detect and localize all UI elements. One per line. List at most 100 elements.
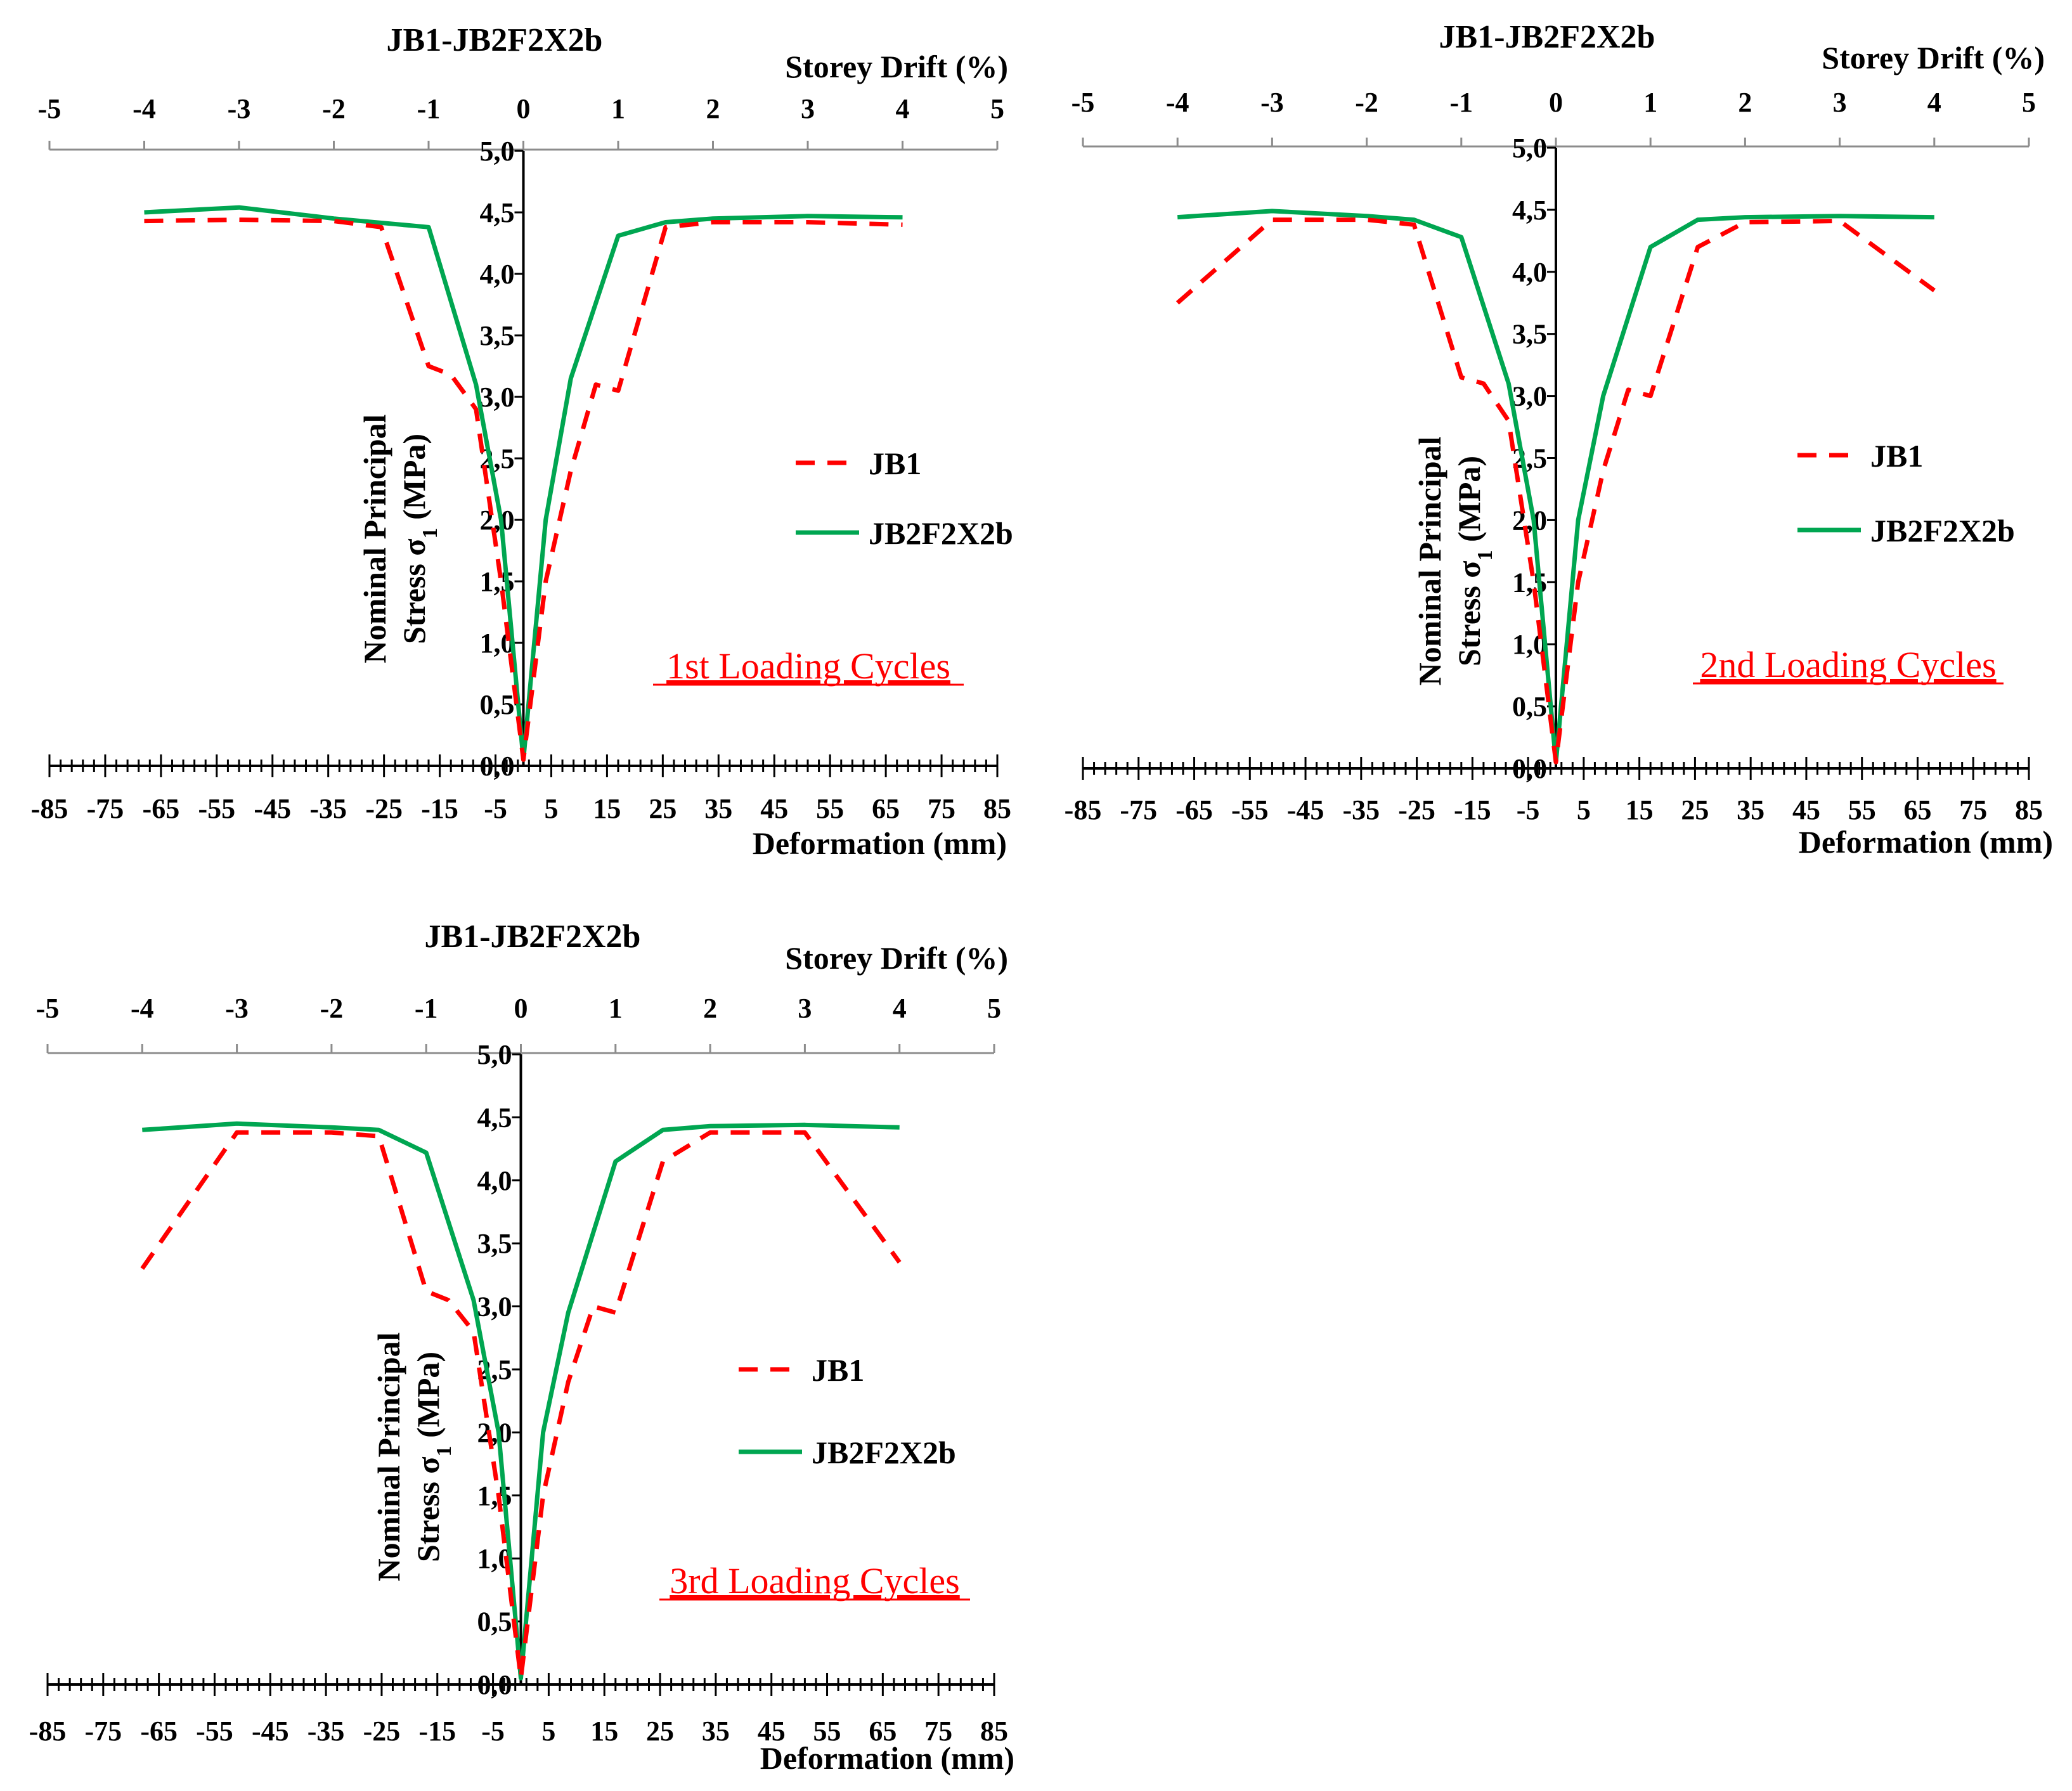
y-tick-label: 3,5 (480, 320, 515, 351)
x-tick-label: 5 (544, 793, 558, 824)
x-tick-label: 35 (702, 1716, 730, 1747)
x-tick-label: 25 (649, 793, 677, 824)
series-line-jb1 (140, 1130, 902, 1681)
x-tick-label: 85 (980, 1716, 1008, 1747)
secondary-x-axis-label: Storey Drift (%) (785, 940, 1008, 976)
y-axis-label-stress: Stress σ (410, 1456, 446, 1562)
x-tick-label: -15 (1454, 794, 1491, 825)
secondary-x-tick-label: -3 (1260, 87, 1284, 118)
secondary-x-tick-label: 2 (706, 93, 720, 124)
x-tick-label: 55 (1848, 794, 1876, 825)
y-axis-label-stress: Stress σ (1451, 560, 1487, 666)
y-axis-label: Nominal Principal Stress σ1 (MPa) (371, 1332, 456, 1581)
y-axis-label-unit: (MPa) (396, 434, 432, 528)
secondary-x-tick-label: -4 (133, 93, 156, 124)
x-tick-label: -45 (252, 1716, 289, 1747)
x-tick-label: -35 (1342, 794, 1380, 825)
x-tick-label: 65 (872, 793, 900, 824)
x-tick-label: 75 (1959, 794, 1987, 825)
x-axis-label: Deformation (mm) (753, 825, 1007, 861)
x-tick-label: 85 (983, 793, 1011, 824)
secondary-x-tick-label: -2 (1355, 87, 1378, 118)
x-tick-label: -55 (198, 793, 235, 824)
y-tick-label: 3,5 (1512, 319, 1547, 350)
x-tick-label: 55 (816, 793, 844, 824)
y-axis-label-subscript: 1 (418, 527, 442, 538)
x-tick-label: -5 (484, 793, 507, 824)
y-tick-label: 0,5 (477, 1607, 512, 1638)
series-line-jb2f2x2b (142, 1121, 900, 1681)
series-line-jb1 (1175, 217, 1936, 765)
y-tick-label: 5,0 (480, 136, 515, 167)
y-tick-label: 3,0 (1512, 381, 1547, 412)
x-tick-label: -25 (365, 793, 403, 824)
x-tick-label: -25 (363, 1716, 401, 1747)
y-axis-label-line-2: Stress σ1 (MPa) (396, 434, 442, 644)
secondary-x-tick-label: 1 (609, 993, 623, 1024)
x-tick-label: 5 (1577, 794, 1591, 825)
x-tick-label: -45 (1287, 794, 1324, 825)
y-tick-label: 3,5 (477, 1228, 512, 1259)
y-tick-label: 4,0 (477, 1165, 512, 1196)
secondary-x-tick-label: 4 (896, 93, 910, 124)
x-tick-label: 75 (924, 1716, 952, 1747)
y-axis-label-line-1: Nominal Principal (371, 1332, 406, 1581)
secondary-x-tick-label: 2 (1738, 87, 1752, 118)
secondary-x-tick-label: 4 (1927, 87, 1941, 118)
x-tick-label: 85 (2015, 794, 2043, 825)
x-tick-label: -65 (1175, 794, 1213, 825)
y-tick-label: 4,5 (1512, 195, 1547, 226)
y-tick-label: 0,0 (1512, 753, 1547, 784)
y-tick-label: 3,0 (477, 1291, 512, 1322)
secondary-x-tick-label: 1 (1643, 87, 1657, 118)
y-axis-label-unit: (MPa) (410, 1352, 446, 1446)
x-tick-label: -75 (1120, 794, 1157, 825)
secondary-x-tick-label: -3 (225, 993, 249, 1024)
x-tick-label: 45 (758, 1716, 786, 1747)
x-axis-label: Deformation (mm) (760, 1740, 1014, 1776)
y-tick-label: 0,0 (477, 1669, 512, 1700)
y-tick-label: 5,0 (477, 1039, 512, 1070)
x-tick-label: 35 (1737, 794, 1764, 825)
loading-cycle-annotation: 2nd Loading Cycles (1700, 644, 1996, 685)
chart-panel-2: JB1-JB2F2X2b Storey Drift (%) -5 -4 -3 -2 -1 0 1… (1065, 19, 2053, 860)
x-tick-label: -65 (143, 793, 180, 824)
secondary-x-tick-label: 4 (893, 993, 907, 1024)
x-tick-label: -15 (421, 793, 458, 824)
legend-label-jb1: JB1 (812, 1352, 864, 1388)
x-tick-label: -75 (84, 1716, 122, 1747)
y-axis-label-unit: (MPa) (1451, 456, 1487, 550)
x-tick-label: 25 (1681, 794, 1709, 825)
legend: JB1 JB2F2X2b (739, 1352, 956, 1470)
legend-label-jb2f2x2b: JB2F2X2b (1870, 513, 2015, 548)
chart-title: JB1-JB2F2X2b (425, 919, 641, 955)
secondary-x-tick-label: -2 (322, 93, 346, 124)
x-tick-label: 5 (541, 1716, 555, 1747)
secondary-x-tick-label: 1 (611, 93, 625, 124)
chart-panel-3: JB1-JB2F2X2b Storey Drift (%) -5 -4 -3 -2 -1 0 1… (29, 919, 1014, 1776)
y-axis-label-subscript: 1 (432, 1445, 456, 1456)
legend-label-jb2f2x2b: JB2F2X2b (869, 515, 1013, 551)
secondary-x-tick-label: -2 (320, 993, 344, 1024)
x-tick-label: -35 (309, 793, 347, 824)
legend: JB1 JB2F2X2b (1797, 438, 2015, 548)
secondary-x-tick-label: 5 (2022, 87, 2036, 118)
secondary-x-axis-label: Storey Drift (%) (1822, 40, 2045, 75)
loading-cycle-annotation: 1st Loading Cycles (666, 645, 950, 687)
secondary-x-tick-label: 3 (798, 993, 812, 1024)
x-tick-label: 35 (704, 793, 732, 824)
y-axis-label: Nominal Principal Stress σ1 (MPa) (1412, 436, 1497, 685)
x-tick-label: -25 (1398, 794, 1435, 825)
y-axis-label-line-1: Nominal Principal (1412, 436, 1447, 685)
x-tick-label: 65 (869, 1716, 897, 1747)
y-tick-label: 3,0 (480, 382, 515, 413)
x-tick-label: -5 (481, 1716, 505, 1747)
x-tick-label: 15 (590, 1716, 618, 1747)
x-tick-label: 15 (593, 793, 621, 824)
secondary-x-tick-label: -3 (228, 93, 251, 124)
series-line-jb1 (144, 217, 903, 762)
x-tick-label: 55 (813, 1716, 841, 1747)
x-tick-label: -65 (140, 1716, 178, 1747)
secondary-x-tick-label: 3 (1833, 87, 1847, 118)
